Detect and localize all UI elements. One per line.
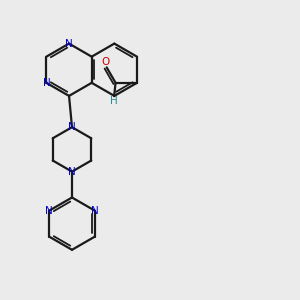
Text: O: O (101, 57, 109, 67)
Text: N: N (91, 206, 98, 216)
Text: N: N (65, 39, 73, 49)
Text: H: H (110, 96, 118, 106)
Text: N: N (68, 122, 76, 132)
Text: N: N (43, 78, 50, 88)
Text: N: N (46, 206, 53, 216)
Text: N: N (68, 167, 76, 177)
